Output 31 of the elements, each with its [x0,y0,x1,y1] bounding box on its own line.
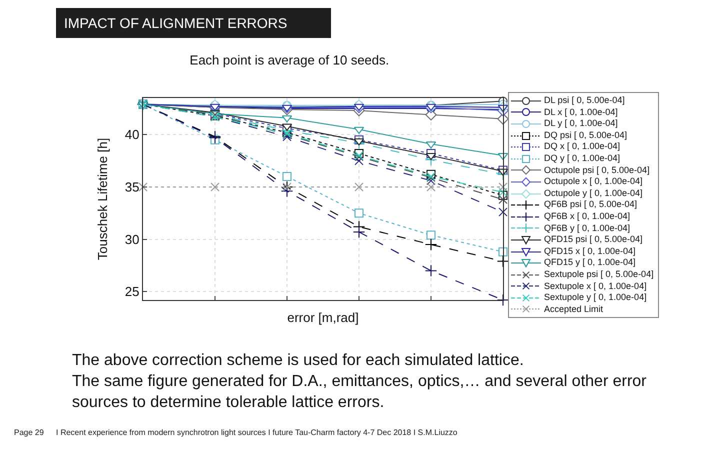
legend-label: DQ y [ 0, 1.00e-04] [544,152,620,165]
legend-label: QFD15 psi [ 0, 5.00e-04] [544,234,643,246]
x-axis-title: error [m,rad] [287,310,359,325]
text: I Recent experience from modern synchrotron light sources I future Tau-Charm factory 4-7 Dec 2018 I S.M.Liuzzo [56,428,458,437]
legend-label: QF6B psi [ 0, 5.00e-04] [544,199,638,211]
legend-label: DQ psi [ 0, 5.00e-04] [544,130,628,142]
text: Page 29 [14,428,44,437]
legend-label: DQ x [ 0, 1.00e-04] [544,141,620,153]
legend-label: Sextupole psi [ 0, 5.00e-04] [544,268,654,280]
legend-label: DL x [ 0, 1.00e-04] [544,106,618,118]
legend-label: QFD15 y [ 0, 1.00e-04] [544,257,636,269]
legend-label: QFD15 x [ 0, 1.00e-04] [544,246,636,258]
legend-label: Sextupole x [ 0, 1.00e-04] [544,280,647,292]
text: The above correction scheme is used for each simulated lattice. [72,351,525,371]
y-tick-label: 30 [124,232,140,247]
legend-label: DL y [ 0, 1.00e-04] [544,118,618,130]
legend-label: DL psi [ 0, 5.00e-04] [544,95,625,107]
legend-label: QF6B y [ 0, 1.00e-04] [544,222,630,234]
legend-label: Sextupole y [ 0, 1.00e-04] [544,292,647,304]
legend-label: Accepted Limit [544,304,604,316]
legend-label: Octupole psi [ 0, 5.00e-04] [544,164,650,176]
y-tick-label: 40 [124,127,140,142]
y-tick-label: 35 [124,180,140,195]
legend-label: QF6B x [ 0, 1.00e-04] [544,210,630,223]
legend-label: Octupole x [ 0, 1.00e-04] [544,176,643,188]
chart-subtitle: Each point is average of 10 seeds. [190,52,390,68]
chart-title: IMPACT OF ALIGNMENT ERRORS [56,8,331,38]
y-tick-label: 25 [124,284,140,300]
y-axis-title: Touschek Lifetime [h] [95,138,110,260]
legend-label: Octupole y [ 0, 1.00e-04] [544,188,643,200]
text: The same figure generated for D.A., emittances, optics,… and several other error sources to determine tolerable lattice errors. [72,372,648,413]
